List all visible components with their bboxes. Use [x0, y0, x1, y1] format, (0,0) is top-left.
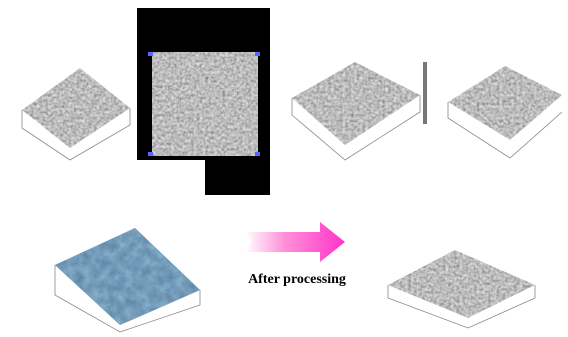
- micrograph-panel: [137, 8, 270, 195]
- caption: After processing: [248, 272, 346, 287]
- figure: After processing: [0, 0, 568, 337]
- surface-plot-4: [448, 66, 562, 158]
- surface-plot-processed: [388, 250, 535, 328]
- surface-plot-blue: [55, 228, 200, 332]
- surface-plot-1: [22, 68, 130, 160]
- surface-plot-3: [292, 62, 427, 160]
- process-arrow: [245, 222, 345, 262]
